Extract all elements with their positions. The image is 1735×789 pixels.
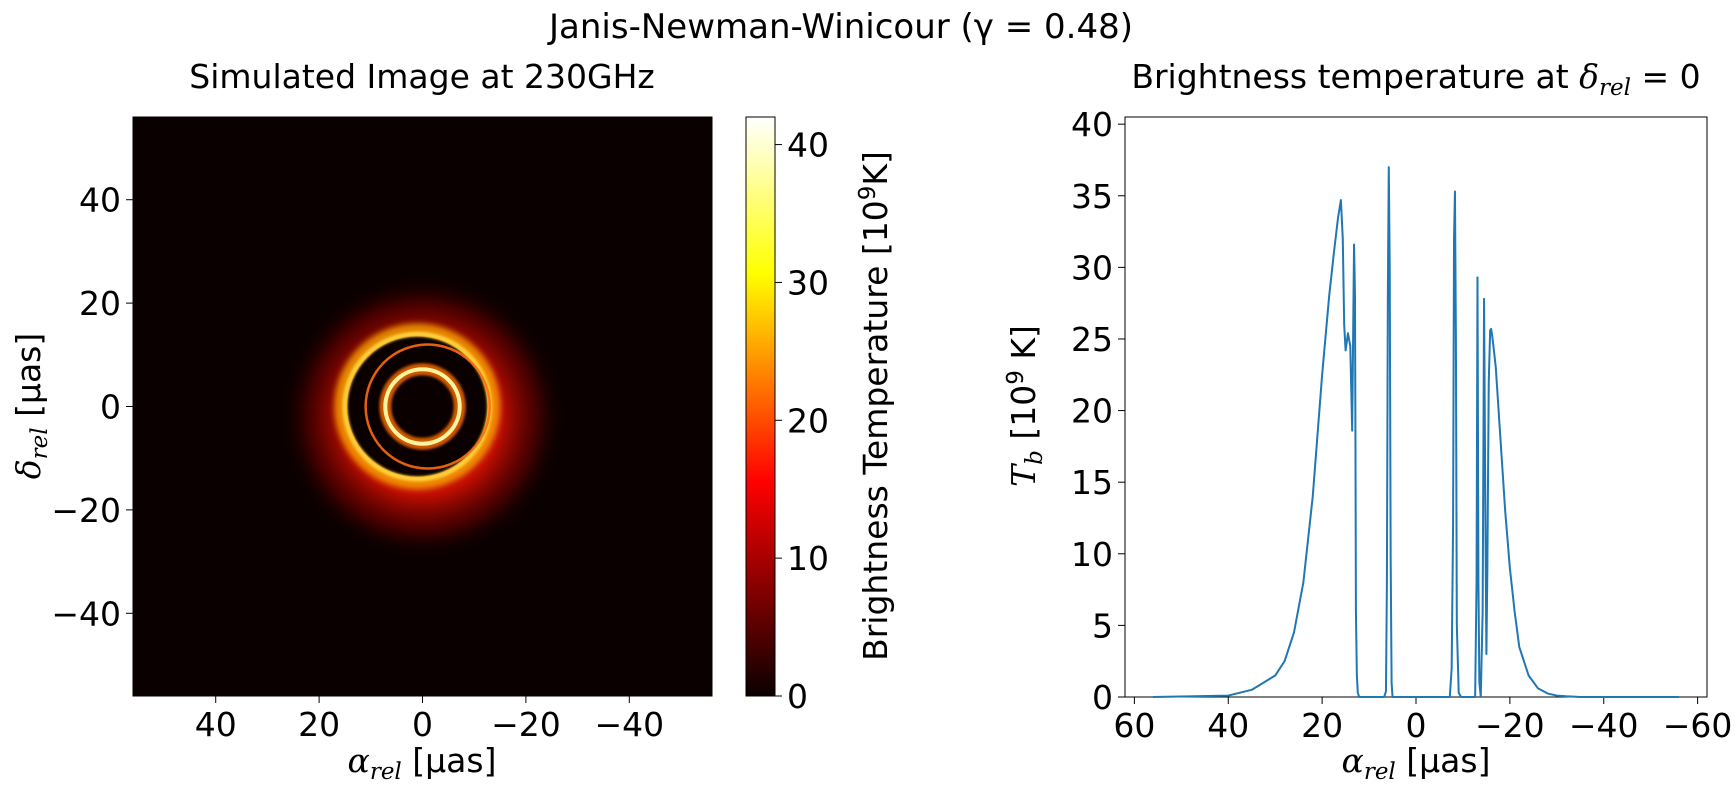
heatmap-inner-ring [383,367,462,446]
line-ytick-label: 35 [1071,177,1113,216]
heatmap-ytick-label: 0 [100,388,121,427]
heatmap-ytick-label: 40 [79,181,121,220]
line-ytick-label: 10 [1071,535,1113,574]
line-ytick-label: 20 [1071,392,1113,431]
line-ytick-label: 15 [1071,463,1113,502]
heatmap-image [133,117,712,696]
line-ytick-label: 40 [1071,105,1113,144]
line-ytick-label: 30 [1071,248,1113,287]
line-xtick-label: 0 [1406,706,1427,745]
colorbar-tick-label: 20 [787,401,829,440]
line-plot-axes: 60 40 20 0 −20 −40 −60 0 5 10 15 20 25 30 35 40 [1071,105,1732,745]
heatmap-title: Simulated Image at 230GHz [189,57,654,96]
line-xtick-label: 20 [1301,706,1343,745]
heatmap-xtick-label: 40 [195,705,237,744]
heatmap-xlabel: αrel [μas] [348,741,497,785]
heatmap-ytick-label: −40 [51,594,121,633]
heatmap-xtick-label: 20 [298,705,340,744]
line-ytick-label: 0 [1092,678,1113,717]
colorbar-axes: 0 10 20 30 40 [775,126,829,716]
colorbar-tick-label: 40 [787,126,829,165]
line-xtick-label: 60 [1113,706,1155,745]
heatmap-ytick-label: 20 [79,284,121,323]
line-title: Brightness temperature at δrel = 0 [1131,57,1700,101]
line-xtick-label: −20 [1475,706,1545,745]
heatmap-xtick-label: −20 [491,705,561,744]
heatmap-secondary-ring [364,343,491,470]
line-xtick-label: −60 [1663,706,1733,745]
heatmap-shadow-disk [347,336,488,477]
line-series-brightness [1153,166,1679,698]
heatmap-xtick-label: 0 [412,705,433,744]
heatmap-ytick-label: −20 [51,491,121,530]
figure-suptitle: Janis-Newman-Winicour (γ = 0.48) [547,7,1133,47]
line-plot-frame [1124,116,1708,698]
line-ytick-label: 25 [1071,320,1113,359]
colorbar-tick-label: 10 [787,539,829,578]
line-ytick-label: 5 [1092,606,1113,645]
colorbar-tick-label: 0 [787,677,808,716]
heatmap-crescent-glow [334,323,501,490]
line-xlabel: αrel [μas] [1342,741,1491,785]
colorbar [745,116,776,697]
heatmap-ylabel: δrel [μas] [9,333,53,480]
line-ylabel: Tb [109 K] [1003,325,1048,487]
heatmap-axes: 40 20 0 −20 −40 40 20 0 −20 −40 [51,181,664,744]
line-xtick-label: −40 [1569,706,1639,745]
colorbar-tick-label: 30 [787,263,829,302]
line-xtick-label: 40 [1207,706,1249,745]
colorbar-label: Brightness Temperature [109K] [855,151,895,661]
heatmap-xtick-label: −40 [594,705,664,744]
